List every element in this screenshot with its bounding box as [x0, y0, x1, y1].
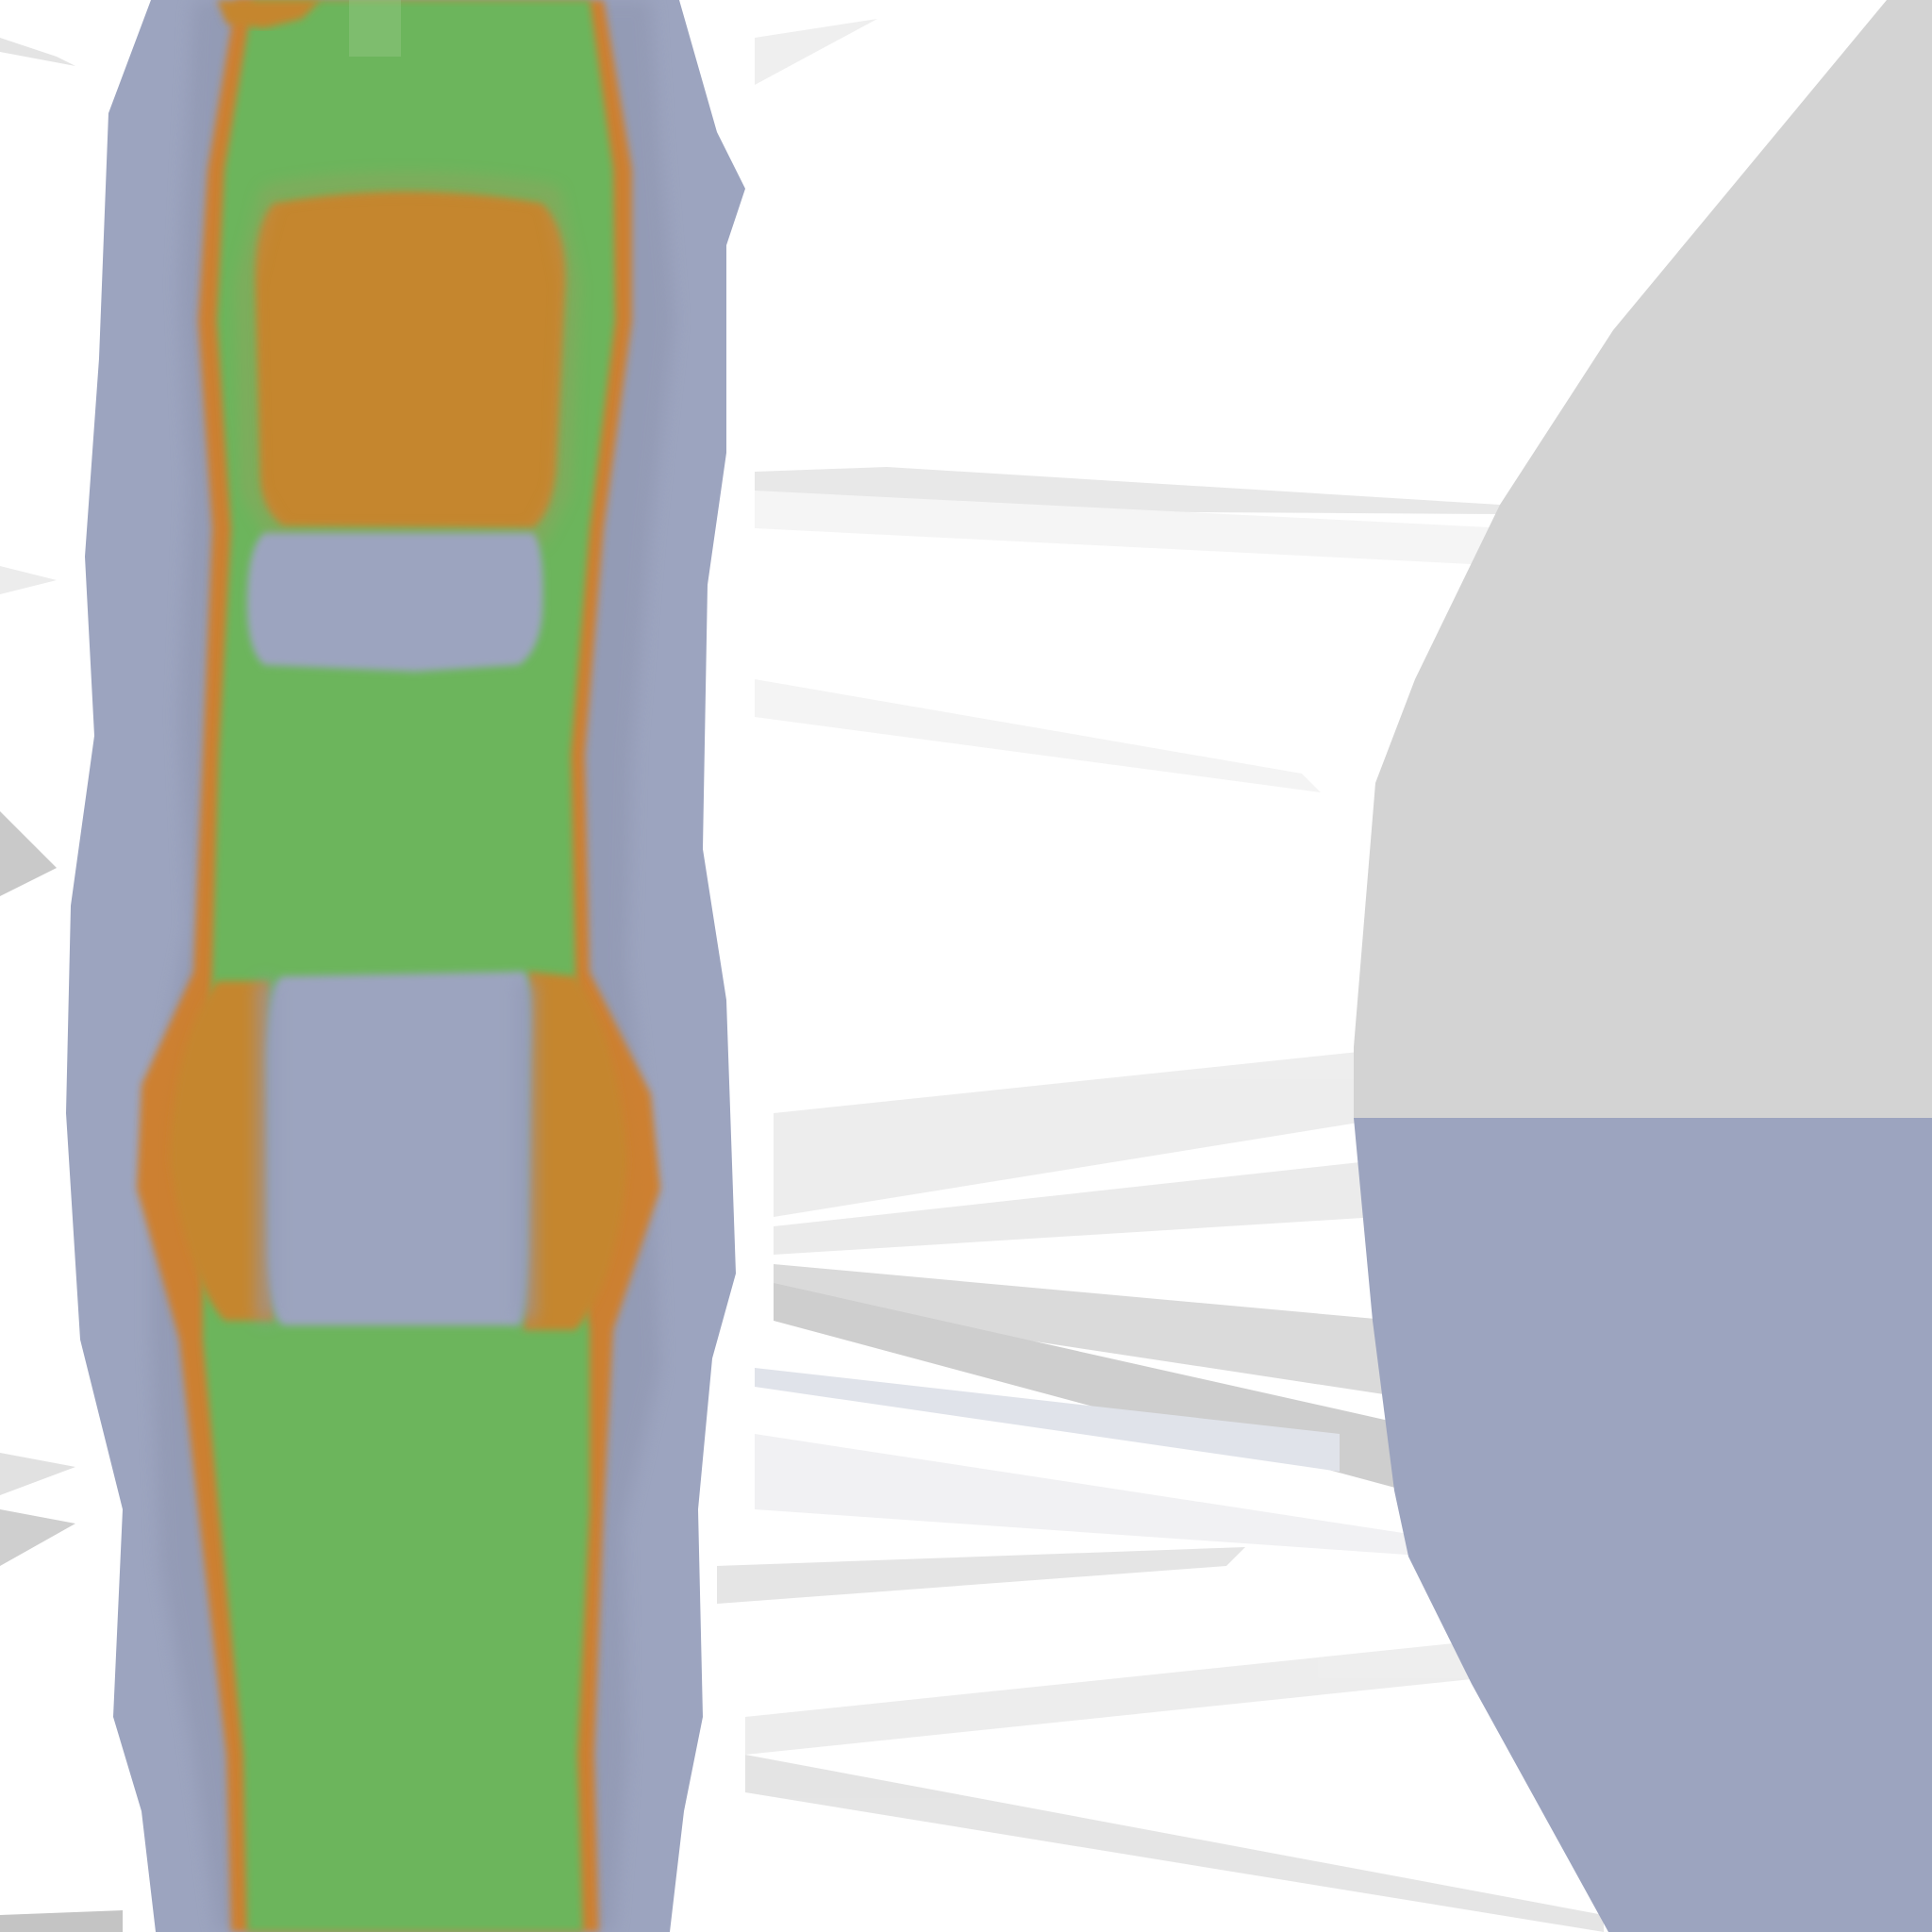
periwinkle-block-middle	[266, 972, 531, 1325]
shadow-wedge	[774, 1160, 1377, 1255]
orange-block-upper	[255, 191, 566, 528]
shadow-wedge	[0, 1910, 123, 1932]
shadow-wedge	[0, 1509, 75, 1566]
orange-blob-top	[217, 0, 321, 28]
periwinkle-block-upper	[247, 533, 543, 672]
orange-lobe-left	[170, 981, 274, 1321]
gray-panel	[1354, 0, 1932, 1118]
orange-lobe-right	[524, 972, 627, 1330]
shadow-wedge	[755, 1434, 1434, 1557]
periwinkle-panel	[1354, 1118, 1932, 1932]
shadow-wedge	[0, 38, 75, 66]
shadow-wedge	[745, 1755, 1604, 1932]
shadow-wedge	[0, 566, 57, 594]
shadow-wedge	[717, 1547, 1245, 1604]
shadow-wedges-left	[0, 19, 877, 1932]
shadow-wedge	[755, 1368, 1340, 1472]
shadow-wedge	[755, 19, 877, 85]
shadow-wedge	[0, 811, 57, 896]
periwinkle-block-middle-edges	[258, 981, 535, 1321]
highlight-strip	[349, 0, 401, 57]
shadow-wedge	[774, 1264, 1396, 1396]
shadow-wedge	[755, 491, 1509, 566]
shadow-wedge	[745, 1641, 1472, 1755]
shadow-wedge	[774, 1052, 1358, 1217]
shadow-wedges	[717, 467, 1604, 1932]
shadow-wedge	[0, 1453, 75, 1495]
orange-block-upper-rim	[240, 176, 576, 542]
shadow-wedge	[755, 679, 1321, 792]
